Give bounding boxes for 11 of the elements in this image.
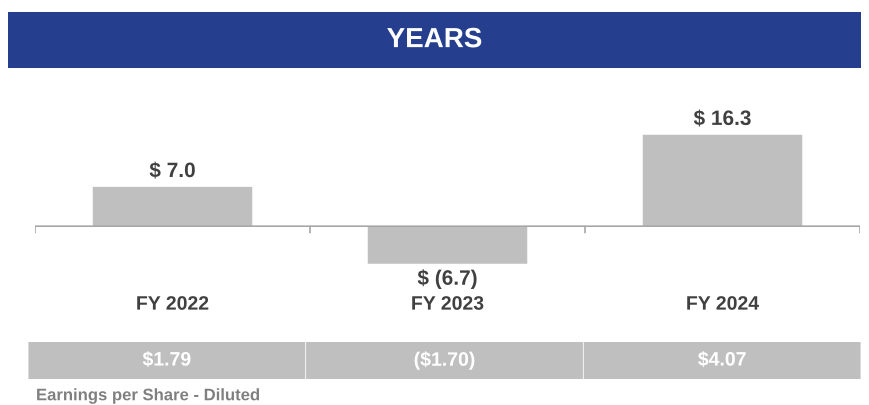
x-tick-label: FY 2022 bbox=[137, 296, 208, 310]
text: $4.07 bbox=[698, 351, 746, 367]
chart-title: YEARS bbox=[387, 28, 482, 48]
x-tick-label: FY 2024 bbox=[687, 296, 759, 310]
text: Earnings per Share - Diluted bbox=[37, 388, 260, 404]
text: $1.79 bbox=[142, 351, 190, 367]
text: ($1.70) bbox=[414, 351, 474, 370]
x-tick-label: FY 2023 bbox=[412, 296, 484, 310]
data-label: $ 7.0 bbox=[150, 162, 195, 179]
data-label: $ (6.7) bbox=[418, 269, 477, 290]
data-label: $ 16.3 bbox=[694, 109, 751, 126]
